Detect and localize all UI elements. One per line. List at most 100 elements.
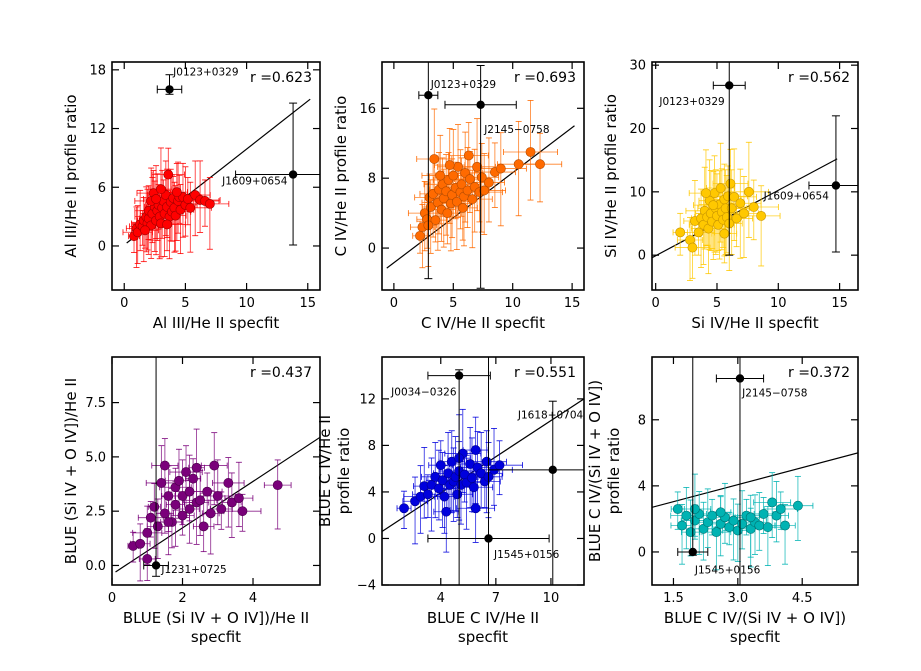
data-point: [693, 227, 704, 238]
data-point: [456, 179, 467, 190]
x-tick-label: 0: [120, 296, 128, 311]
data-point: [237, 506, 248, 517]
data-point: [439, 491, 450, 502]
data-point: [159, 460, 170, 471]
data-point: [226, 497, 237, 508]
data-point: [758, 509, 769, 519]
data-point: [748, 202, 759, 212]
data-point: [434, 483, 444, 494]
data-point: [223, 478, 234, 488]
data-point: [184, 504, 195, 514]
outlier: [235, 102, 320, 246]
y-tick-label: 12: [359, 392, 376, 407]
y-tick-label: 18: [89, 63, 106, 78]
correlation-label: r =0.372: [788, 365, 850, 381]
outlier-point: [476, 100, 485, 110]
data-point: [441, 506, 452, 517]
data-point: [756, 210, 767, 221]
outlier: [418, 62, 439, 280]
x-tick-label: 4: [437, 591, 445, 606]
data-point: [737, 518, 748, 529]
data-point: [177, 510, 188, 521]
outlier-label: J1545+0156: [493, 549, 560, 561]
y-axis-label: C IV/He II profile ratio: [332, 96, 350, 257]
data-point: [195, 495, 206, 506]
plot-area: [652, 357, 858, 585]
data-point: [437, 475, 448, 486]
data-point: [745, 512, 756, 523]
axes-frame: [111, 61, 321, 291]
outlier-label: J0123+0329: [172, 67, 238, 79]
data-point: [735, 198, 746, 209]
data-point: [725, 178, 736, 189]
y-tick-label: 8: [368, 439, 376, 454]
data-point: [142, 527, 153, 538]
outlier: [156, 74, 183, 95]
correlation-label: r =0.551: [514, 365, 576, 381]
data-point: [185, 202, 196, 213]
y-axis-label: Si IV/He II profile ratio: [602, 94, 620, 258]
correlation-label: r =0.693: [514, 70, 576, 86]
outlier-point: [151, 561, 161, 570]
x-tick-label: 15: [831, 296, 848, 311]
y-tick-label: 0: [638, 545, 646, 560]
data-points: [675, 178, 767, 253]
data-point: [701, 188, 711, 198]
plot-area: [382, 357, 584, 585]
data-point: [476, 172, 487, 183]
y-tick-label: 0: [368, 242, 376, 257]
data-point: [762, 522, 773, 533]
outlier: [808, 115, 858, 253]
data-point: [171, 187, 182, 198]
x-tick-label: 10: [770, 296, 787, 311]
data-point: [423, 489, 433, 500]
data-point: [181, 467, 191, 477]
x-tick-label: 0: [652, 296, 660, 311]
data-point: [793, 500, 803, 511]
data-point: [690, 504, 700, 514]
data-point: [188, 473, 198, 484]
data-point: [430, 215, 441, 226]
data-point: [467, 194, 478, 205]
data-point: [728, 515, 739, 526]
data-point: [209, 460, 220, 471]
data-point: [754, 520, 765, 531]
x-tick-label: 10: [238, 296, 255, 311]
y-axis-label: Al III/He II profile ratio: [62, 94, 80, 257]
outlier-label: J1618+0704: [517, 410, 584, 422]
y-tick-label: −4: [357, 579, 376, 594]
y-tick-label: 0: [98, 239, 106, 254]
y-tick-label: 7.5: [85, 396, 106, 411]
correlation-label: r =0.562: [788, 70, 850, 86]
data-point: [513, 159, 524, 170]
data-point: [675, 227, 686, 238]
data-point: [715, 183, 726, 193]
data-point: [672, 504, 683, 514]
outlier-label: J2145−0758: [741, 388, 807, 400]
data-point: [767, 497, 778, 508]
outlier-label: J0034−0326: [390, 386, 457, 398]
data-point: [429, 154, 440, 164]
x-axis-label: C IV/He II specfit: [421, 314, 545, 332]
outlier: [444, 64, 517, 289]
data-point: [163, 517, 174, 527]
y-tick-label: 0: [638, 249, 646, 264]
axes-frame: [381, 356, 585, 586]
data-point: [415, 230, 425, 241]
y-axis-label-2: profile ratio: [335, 428, 353, 515]
data-point: [452, 489, 463, 500]
data-point: [442, 208, 453, 219]
data-point: [470, 503, 481, 514]
data-point: [205, 508, 216, 519]
x-tick-label: 15: [299, 296, 316, 311]
outlier-point: [725, 81, 734, 90]
y-tick-label: 10: [629, 185, 646, 200]
x-axis-label-2: specfit: [191, 628, 241, 646]
data-point: [140, 225, 150, 236]
x-tick-label: 5: [713, 296, 721, 311]
data-point: [707, 510, 717, 521]
outlier-point: [165, 85, 174, 94]
data-point: [151, 194, 161, 204]
data-point: [399, 503, 409, 514]
